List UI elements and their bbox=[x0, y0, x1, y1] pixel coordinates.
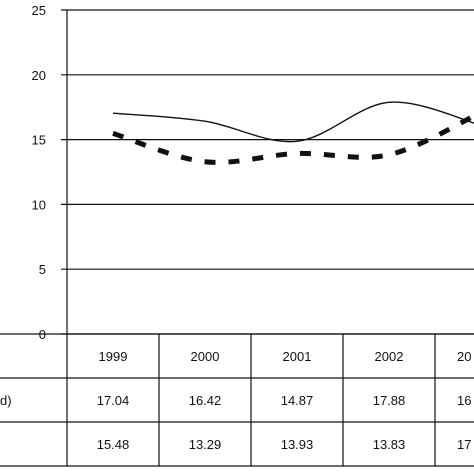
table-value-cell: 17.04 bbox=[97, 393, 130, 408]
chart-series-lines bbox=[112, 101, 474, 165]
x-category-label: 1999 bbox=[99, 349, 128, 364]
table-value-cell: 15.48 bbox=[97, 437, 130, 452]
y-tick-label: 5 bbox=[39, 262, 46, 277]
y-tick-label: 20 bbox=[32, 68, 46, 83]
table-value-cell: 16 bbox=[457, 393, 471, 408]
table-value-cell: 13.93 bbox=[281, 437, 314, 452]
table-value-cell: 17 bbox=[457, 437, 471, 452]
table-value-cell: 14.87 bbox=[281, 393, 314, 408]
x-category-label: 2002 bbox=[375, 349, 404, 364]
y-axis-tick-labels: 0510152025 bbox=[32, 3, 46, 342]
data-table: 1999 2000 2001 2002 20 d) 17.04 16.42 14.87 17.88… bbox=[0, 333, 474, 467]
table-value-cell: 16.42 bbox=[189, 393, 222, 408]
y-tick-label: 10 bbox=[32, 197, 46, 212]
table-value-cell: 17.88 bbox=[373, 393, 406, 408]
table-value-cell: 13.83 bbox=[373, 437, 406, 452]
x-category-label: 2000 bbox=[191, 349, 220, 364]
series-line-2 bbox=[112, 113, 474, 165]
y-tick-label: 15 bbox=[32, 133, 46, 148]
series-line-1 bbox=[112, 101, 474, 143]
series-row-label: d) bbox=[0, 393, 12, 408]
table-value-cell: 13.29 bbox=[189, 437, 222, 452]
chart-gridlines bbox=[61, 9, 474, 335]
x-category-label: 2001 bbox=[283, 349, 312, 364]
y-tick-label: 25 bbox=[32, 3, 46, 18]
x-category-label: 20 bbox=[457, 349, 471, 364]
